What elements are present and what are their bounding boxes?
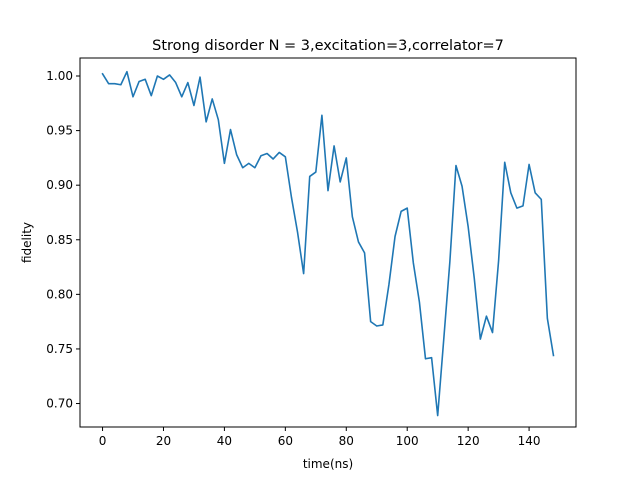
- series-line-0: [101, 70, 555, 417]
- y-tick-label: 0.90: [46, 178, 73, 192]
- x-tick-label: 80: [339, 434, 354, 448]
- x-tick-label: 100: [396, 434, 419, 448]
- y-tick-label: 0.75: [46, 342, 73, 356]
- y-tick-label: 0.80: [46, 287, 73, 301]
- x-tick-label: 60: [278, 434, 293, 448]
- chart-title: Strong disorder N = 3,excitation=3,corre…: [152, 38, 504, 54]
- x-tick-label: 0: [99, 434, 107, 448]
- x-tick-label: 20: [156, 434, 171, 448]
- y-tick-label: 0.70: [46, 397, 73, 411]
- y-tick-label: 0.95: [46, 124, 73, 138]
- x-axis-label: time(ns): [303, 457, 353, 471]
- x-axis-ticks: 0 20 40 60 80 100 120 140: [99, 427, 541, 448]
- x-tick-label: 140: [518, 434, 541, 448]
- y-axis-label: fidelity: [20, 222, 34, 263]
- x-tick-label: 40: [217, 434, 232, 448]
- series-group: [101, 70, 555, 417]
- y-tick-label: 0.85: [46, 233, 73, 247]
- x-tick-label: 120: [457, 434, 480, 448]
- y-tick-label: 1.00: [46, 69, 73, 83]
- y-axis-ticks: 0.70 0.75 0.80 0.85 0.90 0.95 1.00: [46, 69, 80, 411]
- plot-frame: [79, 57, 577, 428]
